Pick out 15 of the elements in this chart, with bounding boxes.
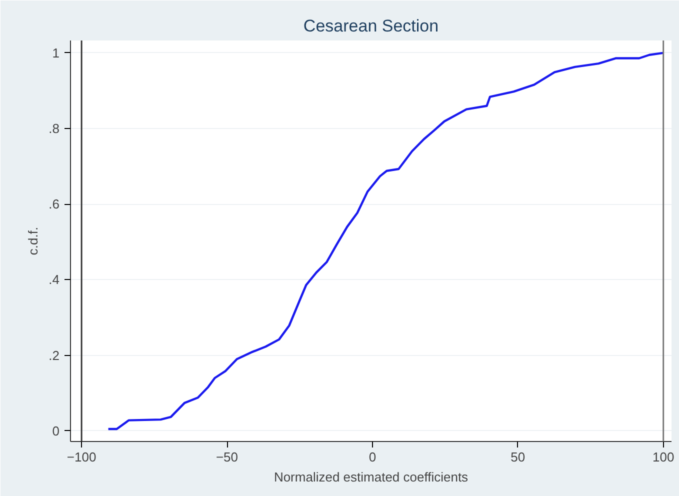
y-tick-label: .8 (48, 121, 60, 136)
x-axis-title: Normalized estimated coefficients (274, 470, 469, 484)
y-tick-label: .6 (48, 196, 60, 212)
y-axis-title: c.d.f. (26, 226, 41, 256)
chart-title: Cesarean Section (303, 16, 439, 36)
line-series (107, 52, 664, 430)
y-tick-label: .4 (48, 272, 60, 288)
y-tick-label: 1 (52, 45, 60, 60)
x-tick-label: −50 (216, 450, 238, 464)
x-tick-label: −100 (66, 450, 96, 464)
y-tick-label: .2 (48, 348, 60, 363)
x-tick-label: 50 (510, 450, 526, 464)
x-tick-label: 100 (652, 450, 674, 464)
x-tick-label: 0 (368, 450, 376, 464)
y-tick-label: 0 (52, 423, 60, 438)
